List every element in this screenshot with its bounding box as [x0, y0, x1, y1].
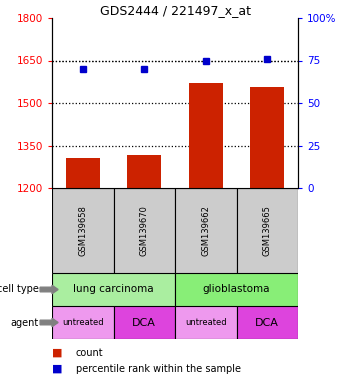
Text: DCA: DCA: [255, 318, 279, 328]
Text: cell type: cell type: [0, 285, 38, 295]
Text: untreated: untreated: [185, 318, 226, 327]
Text: GSM139658: GSM139658: [78, 205, 87, 256]
Text: count: count: [76, 348, 103, 358]
Bar: [52, 188, 114, 273]
Text: GSM139670: GSM139670: [140, 205, 149, 256]
Text: GSM139662: GSM139662: [201, 205, 210, 256]
Bar: [52, 273, 175, 306]
Bar: [128, 156, 161, 188]
Bar: [114, 306, 175, 339]
Bar: [250, 88, 284, 188]
Bar: [66, 158, 100, 188]
Bar: [175, 306, 237, 339]
Text: ■: ■: [52, 348, 63, 358]
Text: percentile rank within the sample: percentile rank within the sample: [76, 364, 241, 374]
Text: glioblastoma: glioblastoma: [203, 285, 270, 295]
Bar: [175, 273, 298, 306]
Bar: [189, 83, 223, 188]
Bar: [52, 306, 114, 339]
Bar: [114, 188, 175, 273]
Text: DCA: DCA: [132, 318, 156, 328]
Text: GSM139665: GSM139665: [263, 205, 272, 256]
Text: agent: agent: [10, 318, 38, 328]
Bar: [237, 306, 298, 339]
Text: lung carcinoma: lung carcinoma: [73, 285, 154, 295]
Text: untreated: untreated: [62, 318, 104, 327]
Text: ■: ■: [52, 364, 63, 374]
Bar: [237, 188, 298, 273]
Bar: [175, 188, 237, 273]
Title: GDS2444 / 221497_x_at: GDS2444 / 221497_x_at: [100, 4, 251, 17]
